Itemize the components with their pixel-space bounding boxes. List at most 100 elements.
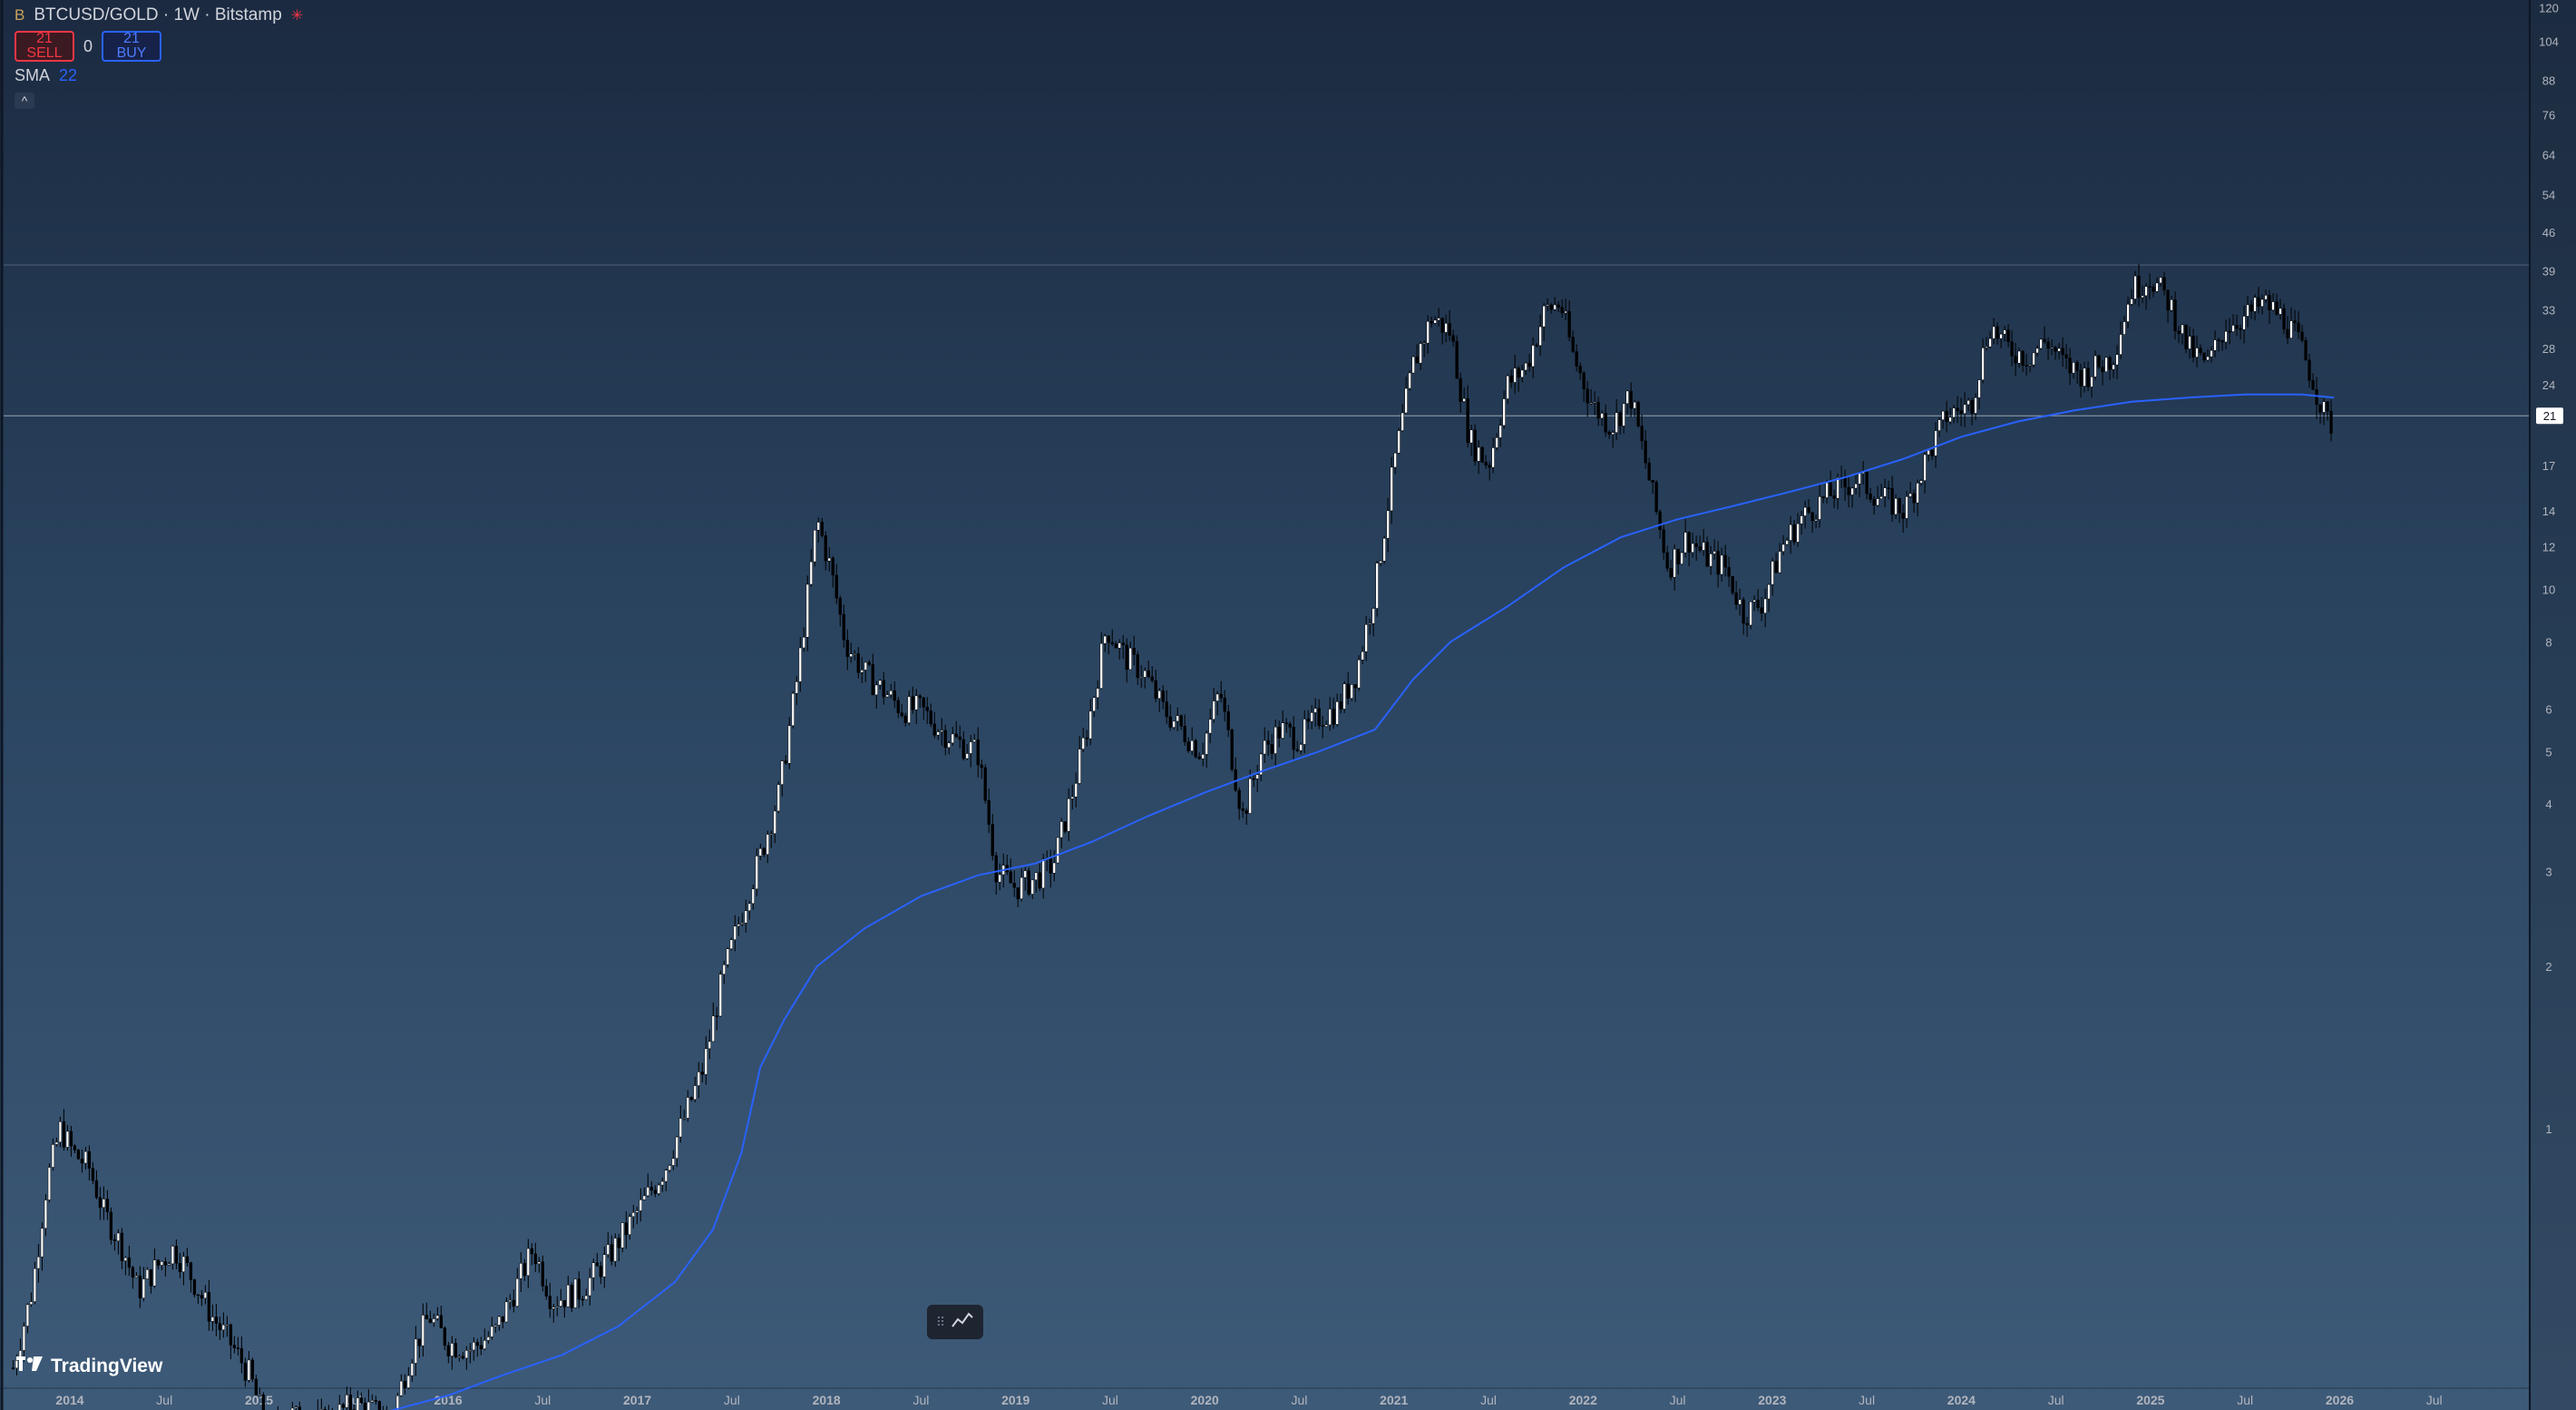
candle-body <box>1970 400 1974 414</box>
candle-body <box>483 1340 486 1349</box>
candle-body <box>1560 307 1564 314</box>
candle-body <box>1745 622 1749 626</box>
candle-body <box>1288 723 1292 728</box>
candle-body <box>450 1343 454 1356</box>
candle-body <box>2311 379 2315 390</box>
candle-body <box>1041 858 1045 889</box>
candle-body <box>1930 450 1934 456</box>
candle-body <box>2126 304 2130 322</box>
candle-body <box>551 1307 555 1309</box>
candle-body <box>1705 542 1709 567</box>
candle-body <box>80 1159 84 1164</box>
candle-body <box>2155 282 2159 292</box>
candle-body <box>1056 837 1059 864</box>
candle-body <box>29 1301 34 1305</box>
candle-body <box>1571 337 1575 352</box>
candle-body <box>1567 310 1571 338</box>
candle-body <box>1727 566 1731 577</box>
candle-body <box>882 680 885 698</box>
candle-body <box>112 1239 117 1241</box>
candle-body <box>1281 722 1284 739</box>
candle-body <box>439 1315 444 1328</box>
candle-body <box>218 1323 222 1330</box>
candle-body <box>1520 369 1524 378</box>
x-tick-label: 2025 <box>2136 1393 2164 1407</box>
candle-body <box>686 1097 689 1119</box>
candle-body <box>1916 483 1919 504</box>
pattern-tool-button[interactable]: ⠿ <box>927 1305 983 1339</box>
candle-body <box>983 767 987 801</box>
candle-body <box>998 874 1001 883</box>
candle-body <box>432 1318 436 1323</box>
candle-body <box>715 1015 718 1017</box>
candle-body <box>704 1048 707 1075</box>
candle-body <box>1546 304 1549 307</box>
candle-body <box>1988 338 1992 348</box>
candle-body <box>1814 519 1818 522</box>
candle-body <box>1154 680 1157 699</box>
candle-body <box>1542 305 1546 328</box>
candle-body <box>1654 482 1658 513</box>
candle-body <box>1092 697 1096 712</box>
candle-body <box>1248 778 1252 814</box>
tradingview-logo[interactable]: TradingView <box>16 1355 162 1378</box>
x-tick-label: 2022 <box>1569 1393 1597 1407</box>
candle-body <box>2152 287 2155 292</box>
candle-body <box>1825 482 1829 498</box>
candle-body <box>2166 289 2170 311</box>
y-tick-label: 14 <box>2542 504 2555 518</box>
candle-body <box>2054 347 2057 352</box>
candle-body <box>1085 737 1088 739</box>
collapse-legend-button[interactable]: ^ <box>15 93 34 109</box>
candle-body <box>1517 367 1520 378</box>
candle-body <box>1400 412 1404 431</box>
candle-body <box>1215 693 1219 701</box>
candle-body <box>2231 325 2235 332</box>
sell-button[interactable]: 21 SELL <box>15 31 74 62</box>
candle-body <box>160 1261 164 1266</box>
candle-body <box>639 1199 642 1211</box>
candle-body <box>766 834 769 855</box>
candle-body <box>1611 432 1615 435</box>
candle-body <box>1934 430 1937 456</box>
candle-body <box>1800 515 1803 524</box>
candle-body <box>1397 430 1400 454</box>
candle-body <box>1110 641 1114 644</box>
buy-button[interactable]: 21 BUY <box>102 31 162 62</box>
candle-body <box>675 1136 678 1159</box>
candle-body <box>490 1326 493 1337</box>
candle-body <box>1132 647 1136 655</box>
y-tick-label: 120 <box>2539 1 2559 15</box>
candle-body <box>421 1315 425 1346</box>
candle-body <box>961 739 965 759</box>
candle-body <box>2141 295 2144 299</box>
candle-body <box>2108 357 2112 370</box>
candle-body <box>1440 318 1444 333</box>
candle-body <box>363 1402 367 1410</box>
candle-body <box>1415 356 1419 364</box>
candle-body <box>1172 720 1176 728</box>
candle-body <box>951 733 954 744</box>
candle-body <box>1502 398 1506 426</box>
indicator-legend[interactable]: SMA 22 <box>15 66 77 85</box>
symbol-title[interactable]: BTCUSD/GOLD · 1W · Bitstamp <box>34 5 282 24</box>
candle-body <box>1121 642 1125 646</box>
candle-body <box>1143 670 1147 678</box>
candle-body <box>940 729 943 732</box>
candle-body <box>1720 554 1723 575</box>
candle-body <box>907 696 911 723</box>
candle-body <box>1506 375 1509 399</box>
candle-body <box>2057 348 2061 352</box>
candle-body <box>2079 370 2083 387</box>
candle-body <box>559 1300 562 1307</box>
candle-body <box>954 733 958 738</box>
candle-body <box>152 1259 157 1287</box>
sell-label: SELL <box>26 45 63 61</box>
candle-body <box>581 1298 584 1301</box>
candle-body <box>207 1292 211 1322</box>
candle-body <box>1847 486 1850 495</box>
x-tick-label: Jul <box>1480 1393 1497 1407</box>
candle-body <box>599 1266 602 1278</box>
candle-body <box>2195 348 2199 357</box>
